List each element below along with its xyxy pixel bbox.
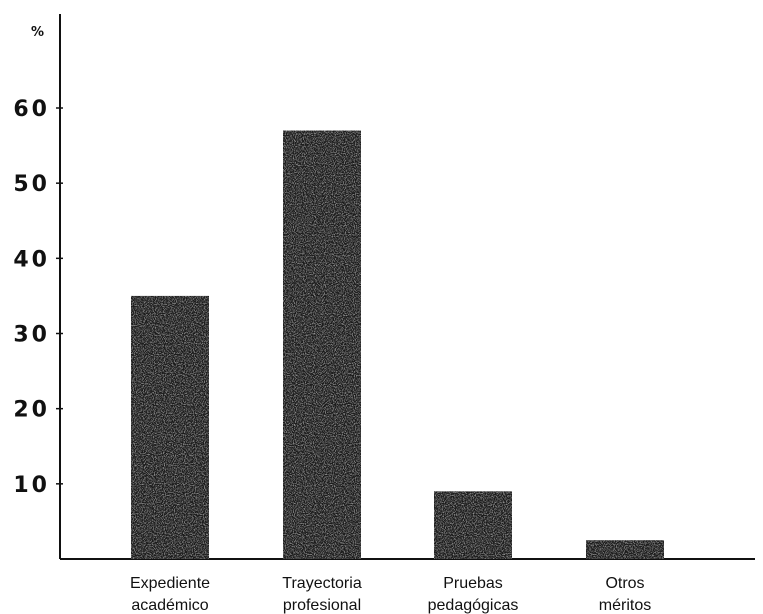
y-tick-label: 10 bbox=[13, 473, 50, 498]
y-axis-unit-label: % bbox=[31, 25, 44, 40]
bar bbox=[283, 130, 361, 560]
x-category-label: Expediente bbox=[130, 575, 210, 592]
y-tick-labels: % 10 20 30 40 50 60 bbox=[13, 25, 63, 498]
x-category-label: Otros bbox=[605, 575, 644, 592]
x-category-label: profesional bbox=[283, 597, 361, 614]
bar bbox=[434, 491, 512, 559]
y-tick-label: 20 bbox=[13, 398, 50, 423]
bar bbox=[586, 540, 664, 559]
y-tick-label: 60 bbox=[13, 97, 50, 122]
x-category-label: méritos bbox=[599, 597, 651, 614]
y-tick-label: 30 bbox=[13, 323, 50, 348]
bar bbox=[131, 295, 209, 559]
x-category-labels: Expediente académico Trayectoria profesiona… bbox=[130, 575, 651, 614]
x-category-label: académico bbox=[131, 597, 208, 614]
x-category-label: Trayectoria bbox=[282, 575, 362, 592]
x-category-label: Pruebas bbox=[443, 575, 503, 592]
y-tick-label: 40 bbox=[13, 247, 50, 272]
bars bbox=[131, 130, 664, 560]
x-category-label: pedagógicas bbox=[428, 597, 519, 614]
y-tick-label: 50 bbox=[13, 172, 50, 197]
